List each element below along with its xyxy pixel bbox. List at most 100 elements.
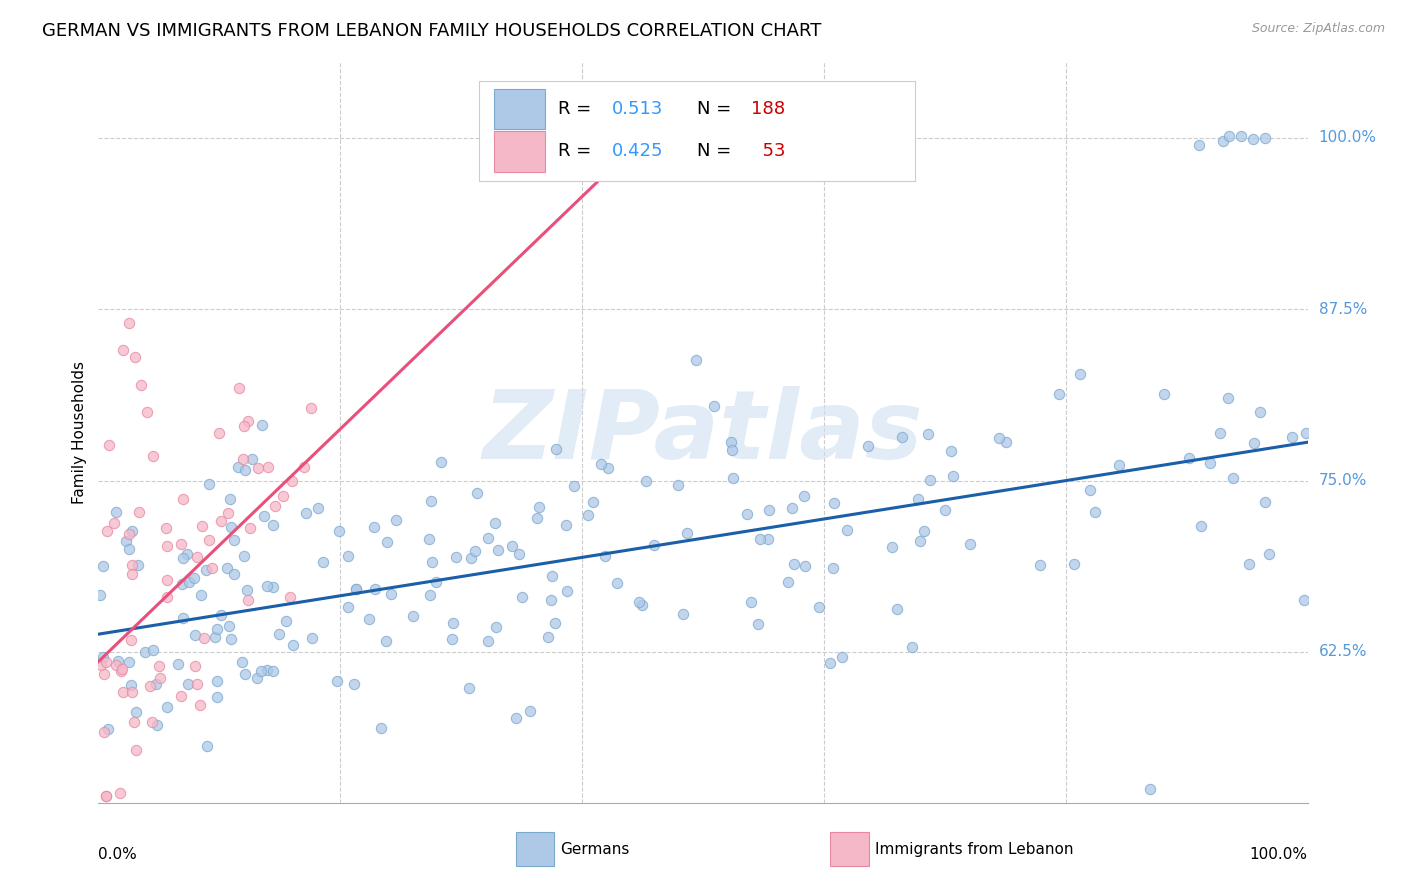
Point bbox=[1218, 129, 1240, 144]
Point bbox=[901, 640, 924, 655]
Point bbox=[794, 559, 817, 574]
Point bbox=[598, 461, 620, 475]
Point bbox=[232, 549, 254, 563]
Point bbox=[1047, 387, 1070, 401]
Point bbox=[256, 663, 278, 677]
Point bbox=[606, 575, 628, 590]
Text: 53: 53 bbox=[751, 143, 786, 161]
Point bbox=[939, 444, 962, 458]
Point bbox=[118, 542, 141, 557]
Point bbox=[205, 673, 228, 688]
Point bbox=[146, 718, 169, 732]
Point bbox=[465, 485, 488, 500]
Point bbox=[172, 550, 194, 565]
Point bbox=[959, 537, 981, 551]
Point bbox=[1257, 547, 1279, 561]
Point bbox=[994, 434, 1017, 449]
Text: 62.5%: 62.5% bbox=[1319, 645, 1367, 659]
Point bbox=[246, 671, 269, 685]
Y-axis label: Family Households: Family Households bbox=[72, 361, 87, 504]
Point bbox=[97, 437, 120, 451]
Point bbox=[114, 533, 136, 548]
Point bbox=[94, 789, 117, 803]
Point bbox=[121, 566, 143, 581]
Point bbox=[176, 677, 198, 691]
Point bbox=[198, 477, 221, 491]
Point bbox=[418, 533, 440, 547]
Point bbox=[121, 524, 143, 539]
Point bbox=[526, 510, 548, 524]
Point bbox=[1281, 430, 1303, 444]
Point bbox=[228, 381, 250, 395]
Point bbox=[537, 630, 560, 644]
Point bbox=[1084, 506, 1107, 520]
Point bbox=[128, 505, 150, 519]
Point bbox=[721, 471, 744, 485]
Point bbox=[112, 685, 135, 699]
Point bbox=[134, 644, 156, 658]
Point bbox=[440, 632, 463, 647]
Point bbox=[908, 534, 931, 549]
Point bbox=[235, 666, 257, 681]
Point bbox=[207, 623, 229, 637]
Point bbox=[222, 567, 245, 582]
Point bbox=[380, 586, 402, 600]
Point bbox=[129, 377, 152, 392]
Point bbox=[1292, 592, 1315, 607]
Text: 0.425: 0.425 bbox=[613, 143, 664, 161]
Point bbox=[735, 507, 758, 521]
Point bbox=[156, 700, 179, 714]
Point bbox=[281, 638, 304, 652]
Point bbox=[208, 425, 231, 440]
Point bbox=[541, 569, 564, 583]
Point bbox=[97, 722, 120, 736]
Point bbox=[218, 619, 240, 633]
Point bbox=[510, 590, 533, 604]
Text: GERMAN VS IMMIGRANTS FROM LEBANON FAMILY HOUSEHOLDS CORRELATION CHART: GERMAN VS IMMIGRANTS FROM LEBANON FAMILY… bbox=[42, 22, 821, 40]
Point bbox=[328, 524, 350, 538]
Point bbox=[262, 664, 284, 678]
Point bbox=[145, 677, 167, 691]
Text: 75.0%: 75.0% bbox=[1319, 473, 1367, 488]
Point bbox=[595, 549, 617, 563]
Point bbox=[238, 593, 260, 607]
Point bbox=[1249, 404, 1271, 418]
Bar bbox=[494, 131, 544, 171]
Point bbox=[917, 427, 939, 442]
Point bbox=[485, 620, 508, 634]
Point bbox=[858, 439, 880, 453]
Point bbox=[232, 418, 254, 433]
Point bbox=[141, 714, 163, 729]
Point bbox=[375, 534, 398, 549]
Point bbox=[278, 590, 301, 604]
Point bbox=[444, 549, 467, 564]
Point bbox=[1078, 483, 1101, 497]
Point bbox=[253, 509, 276, 524]
Point bbox=[458, 681, 481, 695]
Point bbox=[1216, 391, 1239, 405]
Text: Source: ZipAtlas.com: Source: ZipAtlas.com bbox=[1251, 22, 1385, 36]
Point bbox=[262, 581, 284, 595]
Point bbox=[104, 505, 127, 519]
Point bbox=[363, 519, 385, 533]
Point bbox=[124, 705, 146, 719]
Point bbox=[1243, 436, 1265, 450]
Point bbox=[179, 574, 201, 589]
Point bbox=[195, 563, 218, 577]
Point bbox=[934, 503, 956, 517]
Point bbox=[891, 430, 914, 444]
Point bbox=[385, 513, 408, 527]
Point bbox=[219, 632, 242, 647]
Point bbox=[201, 560, 224, 574]
Point bbox=[246, 460, 269, 475]
Point bbox=[118, 527, 141, 541]
Point bbox=[1209, 426, 1232, 441]
Text: 100.0%: 100.0% bbox=[1250, 847, 1308, 863]
Text: Immigrants from Lebanon: Immigrants from Lebanon bbox=[875, 841, 1073, 856]
Point bbox=[224, 533, 246, 547]
Point bbox=[1241, 132, 1264, 146]
Text: 188: 188 bbox=[751, 100, 786, 118]
Point bbox=[240, 452, 263, 467]
Point bbox=[486, 542, 509, 557]
Point bbox=[1063, 557, 1085, 571]
